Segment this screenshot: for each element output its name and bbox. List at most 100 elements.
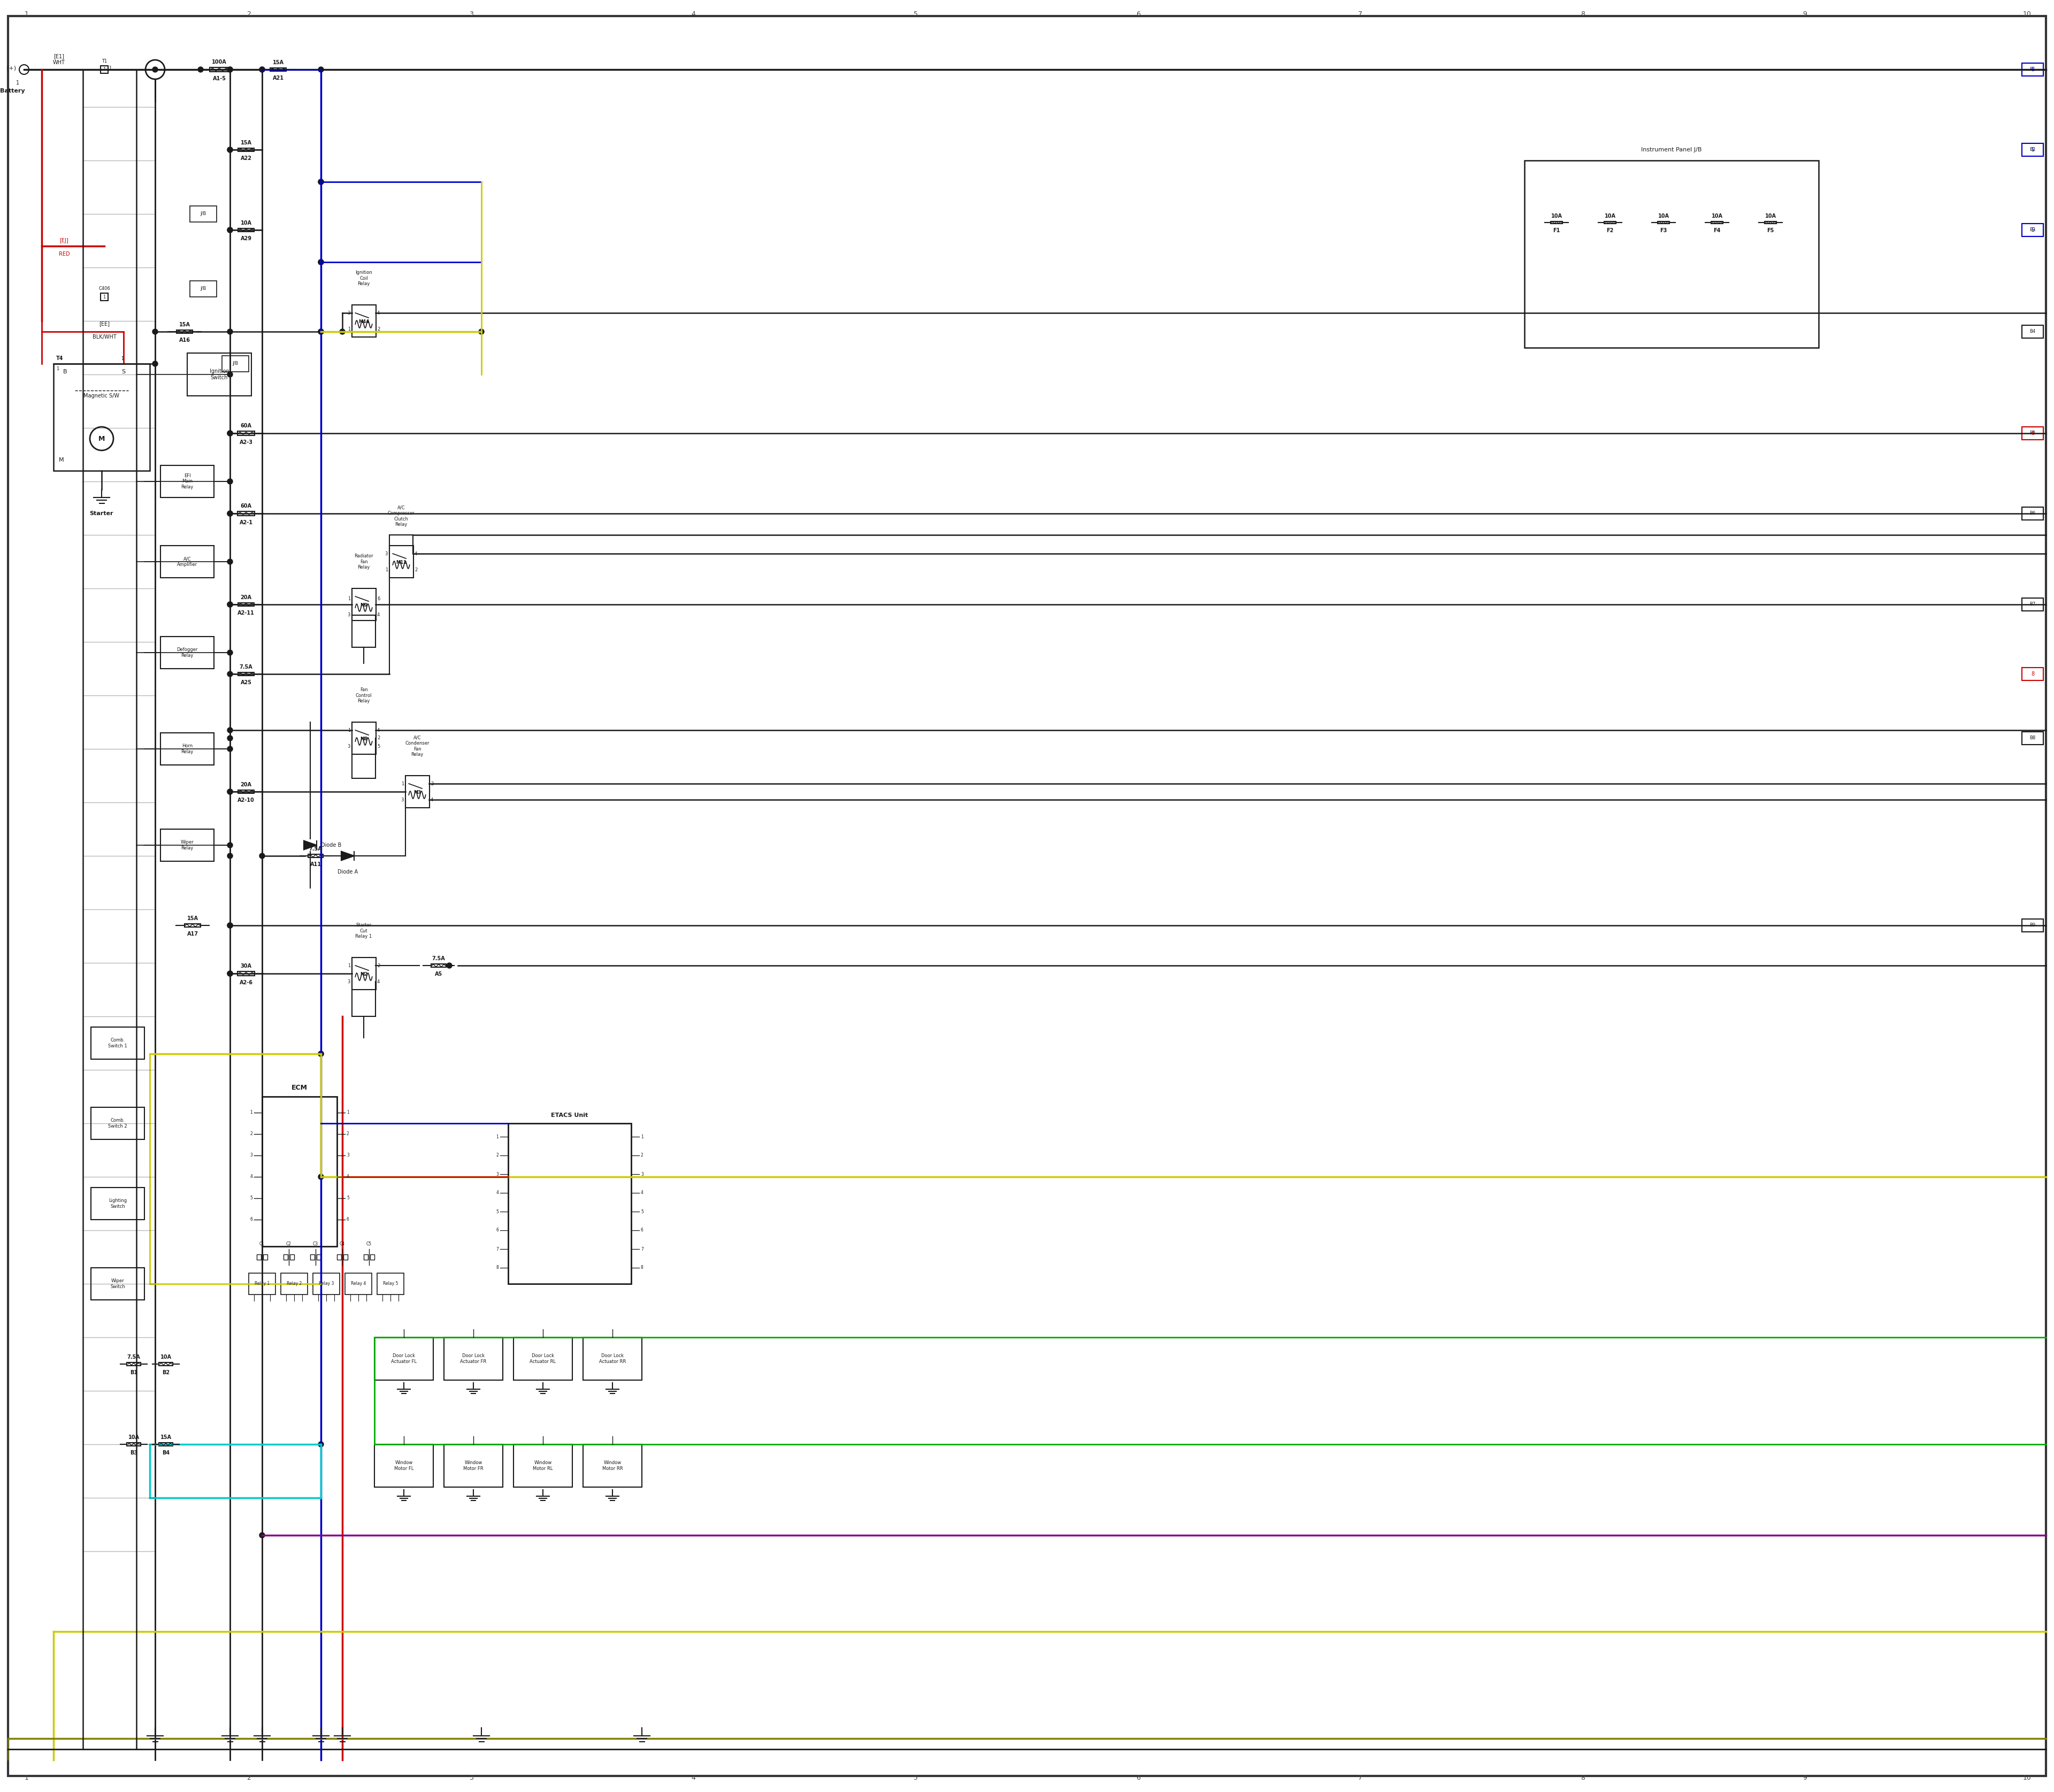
Text: [E1]: [E1] <box>53 54 64 59</box>
Circle shape <box>152 360 158 366</box>
Text: A22: A22 <box>240 156 253 161</box>
Text: Wiper
Switch: Wiper Switch <box>111 1279 125 1288</box>
Text: M: M <box>99 435 105 443</box>
Polygon shape <box>304 840 316 849</box>
Text: A2-10: A2-10 <box>238 797 255 803</box>
Text: A1-5: A1-5 <box>214 75 226 81</box>
Text: Door Lock
Actuator FR: Door Lock Actuator FR <box>460 1353 487 1364</box>
Bar <box>101 294 109 301</box>
Bar <box>2021 63 2044 75</box>
Bar <box>238 149 255 152</box>
Bar <box>269 68 286 72</box>
Text: Relay 1: Relay 1 <box>255 1281 269 1287</box>
Bar <box>127 1362 140 1366</box>
Text: 1: 1 <box>251 1111 253 1115</box>
Text: A5: A5 <box>435 971 442 977</box>
Text: 8: 8 <box>1582 1774 1586 1781</box>
Bar <box>345 1272 372 1294</box>
Circle shape <box>228 788 232 794</box>
Circle shape <box>197 66 203 72</box>
Text: 3: 3 <box>495 1172 499 1177</box>
Text: A21: A21 <box>273 75 283 81</box>
Polygon shape <box>341 851 353 860</box>
Text: M2: M2 <box>359 973 368 977</box>
Bar <box>1764 220 1777 224</box>
Bar <box>101 66 109 73</box>
Circle shape <box>228 672 232 677</box>
Circle shape <box>446 962 452 968</box>
Circle shape <box>228 842 232 848</box>
Text: 10: 10 <box>2023 11 2031 18</box>
Bar <box>127 1443 140 1446</box>
Text: Radiator
Fan
Relay: Radiator Fan Relay <box>353 554 374 570</box>
Text: 5: 5 <box>914 1774 918 1781</box>
Text: 2: 2 <box>251 1131 253 1136</box>
Bar <box>185 923 201 926</box>
Text: Wiper
Relay: Wiper Relay <box>181 840 193 851</box>
Text: 3: 3 <box>384 552 388 556</box>
Text: 60A: 60A <box>240 423 253 428</box>
Bar <box>364 1254 368 1260</box>
Bar <box>290 1254 294 1260</box>
Text: ECM: ECM <box>292 1084 308 1091</box>
Text: B8: B8 <box>2029 737 2036 740</box>
Text: T4: T4 <box>55 357 64 360</box>
Text: 8: 8 <box>641 1265 643 1271</box>
Text: B2: B2 <box>2029 147 2036 152</box>
Text: 1: 1 <box>55 366 60 371</box>
Text: 15A: 15A <box>187 916 197 921</box>
Text: M44: M44 <box>357 319 370 324</box>
Text: M11: M11 <box>396 561 407 564</box>
Bar <box>2021 426 2044 439</box>
Bar <box>583 1337 641 1380</box>
Text: 5: 5 <box>2031 147 2033 152</box>
Circle shape <box>228 66 232 72</box>
Text: 10A: 10A <box>1604 213 1616 219</box>
Bar <box>2021 224 2044 237</box>
Text: 1: 1 <box>347 326 351 332</box>
Text: B4: B4 <box>2029 330 2036 333</box>
Text: 6: 6 <box>251 1217 253 1222</box>
Text: 4: 4 <box>692 11 696 18</box>
Text: 4: 4 <box>378 978 380 984</box>
Text: 1: 1 <box>103 294 105 299</box>
Bar <box>2021 63 2044 75</box>
Text: 4: 4 <box>415 552 417 556</box>
Text: 2: 2 <box>378 737 380 740</box>
Text: Fan
Control
Relay: Fan Control Relay <box>355 688 372 704</box>
Text: A17: A17 <box>187 932 197 937</box>
Bar <box>2021 324 2044 339</box>
Text: 10A: 10A <box>1658 213 1670 219</box>
Text: 6: 6 <box>1136 11 1140 18</box>
Text: 1: 1 <box>347 597 351 602</box>
Text: M8: M8 <box>359 737 368 742</box>
Circle shape <box>228 602 232 607</box>
Text: Ignition
Coil
Relay: Ignition Coil Relay <box>355 271 372 287</box>
Text: 5: 5 <box>641 1210 643 1213</box>
Text: 10A: 10A <box>1764 213 1777 219</box>
Text: Defogger
Relay: Defogger Relay <box>177 647 197 658</box>
Text: B9: B9 <box>2029 923 2036 928</box>
Text: 7: 7 <box>1358 11 1362 18</box>
Bar <box>405 776 429 808</box>
Text: F4: F4 <box>1713 228 1721 233</box>
Circle shape <box>228 650 232 656</box>
Bar <box>583 1444 641 1487</box>
Bar <box>238 672 255 676</box>
Text: 1: 1 <box>641 1134 643 1140</box>
Text: M9: M9 <box>359 604 368 607</box>
Circle shape <box>318 1052 325 1057</box>
Text: 1: 1 <box>25 11 29 18</box>
Circle shape <box>228 228 232 233</box>
Circle shape <box>228 728 232 733</box>
Text: 2: 2 <box>495 1152 499 1158</box>
Bar <box>90 1107 144 1140</box>
Circle shape <box>228 147 232 152</box>
Circle shape <box>318 330 325 335</box>
Text: 15A: 15A <box>273 59 283 65</box>
Text: B5: B5 <box>2029 430 2036 435</box>
Text: Lighting
Switch: Lighting Switch <box>109 1199 127 1210</box>
Text: A2-6: A2-6 <box>240 980 253 986</box>
Text: 4: 4 <box>378 728 380 733</box>
Bar <box>1711 220 1723 224</box>
